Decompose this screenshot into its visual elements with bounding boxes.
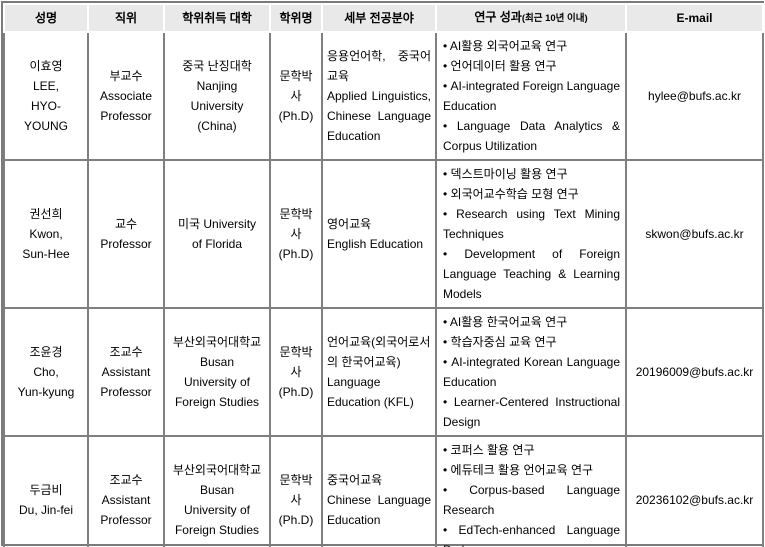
col-header-email: E-mail [625,3,764,33]
position-cell: 부교수 Associate Professor [87,31,165,161]
name-cell: 조윤경 Cho, Yun-kyung [3,307,89,437]
major-korean: 응용언어학, 중국어교육 [327,49,431,83]
university-cell: 부산외국어대학교 Busan University of Foreign Stu… [163,435,271,547]
university-cell: 부산외국어대학교 Busan University of Foreign Stu… [163,307,271,437]
position-cell: 조교수 Assistant Professor [87,307,165,437]
research-cell: • 덱스트마이닝 활용 연구 • 외국어교수학습 모형 연구 • Researc… [435,159,627,309]
major-korean: 언어교육(외국어로서의 한국어교육) [327,335,431,369]
position-cell: 교수 Professor [87,159,165,309]
col-header-degree: 학위명 [269,3,323,33]
major-english: Applied Linguistics, Chinese Language Ed… [327,89,431,143]
email-cell: 20196009@bufs.ac.kr [625,307,764,437]
name-cell: 권선희 Kwon, Sun-Hee [3,159,89,309]
email-cell: skwon@bufs.ac.kr [625,159,764,309]
col-header-position: 직위 [87,3,165,33]
table-row: 두금비 Du, Jin-fei 조교수 Assistant Professor … [3,435,764,547]
email-cell: 20236102@bufs.ac.kr [625,435,764,547]
major-cell: 중국어교육 Chinese Language Education [321,435,437,547]
major-english: Language Education (KFL) [327,375,414,409]
degree-cell: 문학박사 (Ph.D) [269,435,323,547]
major-korean: 영어교육 [327,217,372,231]
col-header-major: 세부 전공분야 [321,3,437,33]
col-header-university: 학위취득 대학 [163,3,271,33]
degree-cell: 문학박사 (Ph.D) [269,31,323,161]
table-row: 조윤경 Cho, Yun-kyung 조교수 Assistant Profess… [3,307,764,437]
major-english: Chinese Language Education [327,493,431,527]
position-cell: 조교수 Assistant Professor [87,435,165,547]
col-header-research-label: 연구 성과 [474,10,522,24]
major-english: English Education [327,237,424,251]
degree-cell: 문학박사 (Ph.D) [269,159,323,309]
major-korean: 중국어교육 [327,473,383,487]
research-cell: • 코퍼스 활용 연구 • 에듀테크 활용 언어교육 연구 • Corpus-b… [435,435,627,547]
faculty-table: 성명 직위 학위취득 대학 학위명 세부 전공분야 연구 성과(최근 10년 이… [3,3,764,547]
email-cell: hylee@bufs.ac.kr [625,31,764,161]
research-cell: • AI활용 외국어교육 연구 • 언어데이터 활용 연구 • AI-integ… [435,31,627,161]
table-row: 이효영 LEE, HYO-YOUNG 부교수 Associate Profess… [3,31,764,161]
table-row: 권선희 Kwon, Sun-Hee 교수 Professor 미국 Univer… [3,159,764,309]
col-header-research-note: (최근 10년 이내) [521,13,588,24]
header-row: 성명 직위 학위취득 대학 학위명 세부 전공분야 연구 성과(최근 10년 이… [3,3,764,33]
major-cell: 영어교육 English Education [321,159,437,309]
university-cell: 미국 University of Florida [163,159,271,309]
name-cell: 두금비 Du, Jin-fei [3,435,89,547]
university-cell: 중국 난징대학 Nanjing University (China) [163,31,271,161]
col-header-research: 연구 성과(최근 10년 이내) [435,3,627,33]
name-cell: 이효영 LEE, HYO-YOUNG [3,31,89,161]
degree-cell: 문학박사 (Ph.D) [269,307,323,437]
major-cell: 언어교육(외국어로서의 한국어교육) Language Education (K… [321,307,437,437]
major-cell: 응용언어학, 중국어교육 Applied Linguistics, Chines… [321,31,437,161]
col-header-name: 성명 [3,3,89,33]
research-cell: • AI활용 한국어교육 연구 • 학습자중심 교육 연구 • AI-integ… [435,307,627,437]
